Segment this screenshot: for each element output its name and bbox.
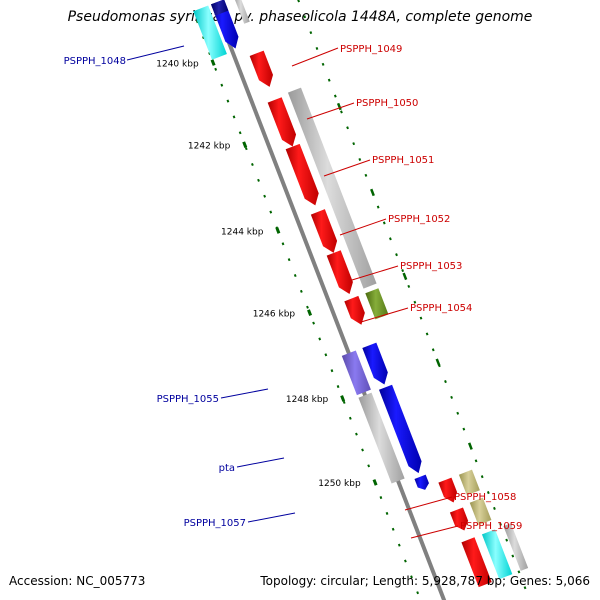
- scale-tick-label: 1242 kbp: [188, 141, 231, 151]
- gene-arrow: [365, 288, 389, 320]
- gene-arrow: [267, 97, 297, 147]
- gene-leader-line: [339, 218, 387, 236]
- genes-layer: [193, 0, 529, 588]
- gene-label[interactable]: pta: [219, 463, 235, 474]
- scale-tick: [242, 141, 248, 149]
- gene-leader-line: [306, 102, 355, 120]
- gene-label[interactable]: PSPPH_1053: [400, 261, 462, 272]
- scale-tick-label: 1244 kbp: [221, 227, 264, 237]
- gene-leader-line: [126, 45, 185, 61]
- gene-arrow: [341, 350, 371, 396]
- gene-arrow: [211, 0, 229, 16]
- scale-tick: [340, 395, 346, 402]
- accession-label: Accession: NC_005773: [9, 574, 146, 588]
- gene-arrow: [469, 497, 492, 526]
- gene-leader-line: [410, 525, 459, 539]
- gene-arrow: [481, 529, 513, 580]
- gene-label[interactable]: PSPPH_1052: [388, 214, 450, 225]
- gene-leader-line: [247, 512, 296, 523]
- gene-arrow: [414, 474, 429, 490]
- gene-label[interactable]: PSPPH_1055: [157, 394, 219, 405]
- gene-arrow: [235, 0, 250, 24]
- gene-label[interactable]: PSPPH_1058: [454, 492, 516, 503]
- gene-label[interactable]: PSPPH_1051: [372, 155, 434, 166]
- scale-tick: [372, 479, 378, 486]
- gene-arrow: [438, 477, 458, 503]
- scale-tick-label: 1240 kbp: [156, 59, 199, 69]
- gene-arrow: [344, 295, 365, 325]
- genome-summary: Topology: circular; Length: 5,928,787 bp…: [260, 574, 590, 588]
- gene-arrow: [362, 342, 388, 385]
- scale-tick-label: 1250 kbp: [318, 479, 361, 489]
- gene-label[interactable]: PSPPH_1059: [460, 521, 522, 532]
- genome-backbone: [211, 2, 447, 600]
- gene-leader-line: [360, 307, 409, 323]
- gene-arrow: [458, 469, 480, 496]
- gene-labels-layer: PSPPH_1048 PSPPH_1049 PSPPH_1050 PSPPH_1051…: [64, 44, 522, 539]
- gene-leader-line: [220, 388, 269, 399]
- gene-arrow: [461, 537, 492, 588]
- scale-tick: [275, 227, 281, 234]
- scale-tick-label: 1246 kbp: [253, 309, 296, 319]
- gene-arrow: [310, 209, 338, 253]
- gene-arrow: [287, 87, 377, 289]
- gene-arrow: [449, 507, 469, 531]
- gene-arrow: [285, 143, 319, 206]
- scale-tick: [210, 59, 216, 66]
- scale-layer: 1240 kbp 1242 kbp 1244 kbp 1246 kbp 1248 kbp…: [156, 0, 527, 595]
- gene-arrow: [249, 50, 274, 87]
- gene-label[interactable]: PSPPH_1048: [64, 56, 126, 67]
- gene-label[interactable]: PSPPH_1054: [410, 303, 472, 314]
- gene-leader-line: [323, 159, 371, 177]
- gene-leader-line: [351, 265, 399, 281]
- gene-leader-line: [291, 47, 339, 67]
- gene-label[interactable]: PSPPH_1050: [356, 98, 418, 109]
- gene-leader-line: [404, 496, 453, 511]
- gene-arrow: [378, 384, 422, 474]
- gene-arrow: [326, 250, 353, 294]
- map-title: Pseudomonas syringae pv. phaseolicola 14…: [67, 9, 533, 25]
- gene-label[interactable]: PSPPH_1057: [184, 518, 246, 529]
- gene-label[interactable]: PSPPH_1049: [340, 44, 402, 55]
- scale-tick-label: 1248 kbp: [286, 395, 329, 405]
- scale-tick: [307, 309, 313, 316]
- gene-arrow: [193, 5, 227, 60]
- gene-arrow: [503, 523, 529, 571]
- gene-arrow: [358, 392, 405, 484]
- gene-leader-line: [236, 457, 285, 468]
